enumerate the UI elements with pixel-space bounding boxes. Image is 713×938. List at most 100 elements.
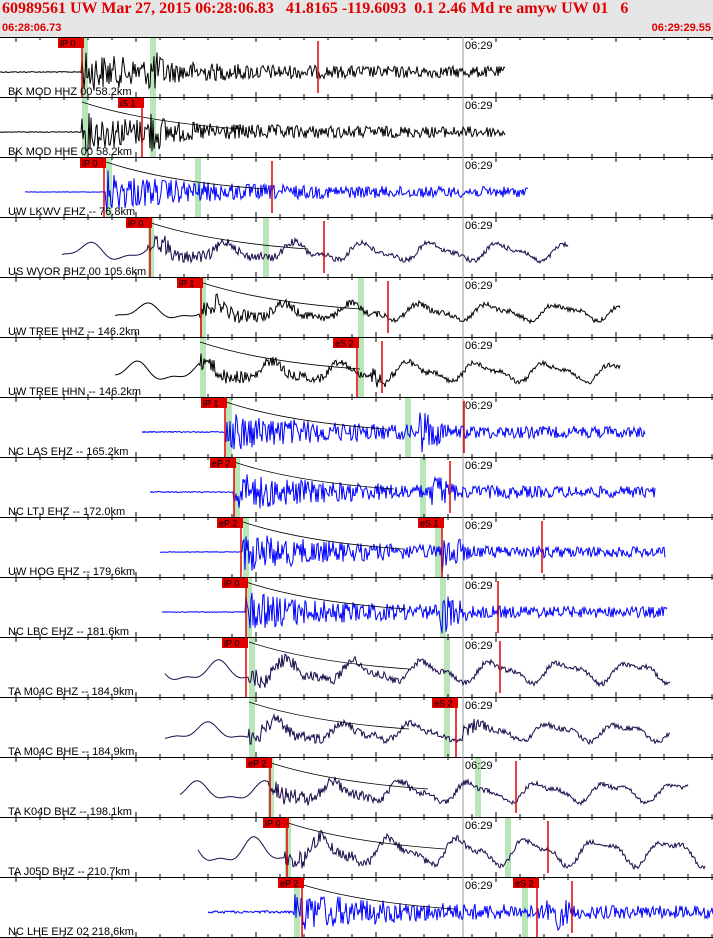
trace-row: 06:29 iP 0 US WVOR BHZ 00 105.6km: [0, 217, 713, 278]
travel-time-curve: [199, 341, 361, 370]
pick-label: eS 2: [434, 699, 453, 709]
time-window: [148, 217, 154, 277]
seismogram-panel: 06:29 iP 0 BK MOD HHZ 00 58.2km 06:29 iS 1 BK…: [0, 37, 713, 938]
station-label: UW HOG EHZ -- 179.6km: [8, 566, 135, 578]
time-window: [249, 637, 255, 697]
minute-label: 06:29: [465, 340, 493, 352]
station-label: NC LBC EHZ -- 181.6km: [8, 626, 129, 638]
pick-flag: [217, 518, 243, 528]
waveform: [114, 293, 621, 325]
travel-time-curve: [147, 221, 309, 250]
travel-time-curve: [105, 161, 267, 190]
pick-flag: [210, 458, 236, 468]
start-time: 06:28:06.73: [2, 22, 62, 34]
time-window: [505, 817, 511, 877]
minute-label: 06:29: [465, 820, 493, 832]
minute-label: 06:29: [465, 580, 493, 592]
travel-time-curve: [248, 701, 410, 730]
pick-flag: [80, 158, 106, 168]
end-time: 06:29:29.55: [651, 22, 711, 34]
minute-label: 06:29: [465, 460, 493, 472]
time-window: [246, 577, 252, 637]
pick-label: iP 0: [224, 639, 239, 649]
waveform: [114, 353, 621, 388]
pick-flag: [418, 518, 444, 528]
pick-flag: [126, 218, 152, 228]
station-label: TA K04D BHZ -- 198.1km: [8, 806, 132, 818]
minute-label: 06:29: [465, 40, 493, 52]
time-window: [358, 337, 364, 397]
station-label: NC LAS EHZ -- 165.2km: [8, 446, 128, 458]
time-window: [263, 217, 269, 277]
minute-label: 06:29: [465, 280, 493, 292]
time-window: [405, 397, 411, 457]
trace-row: 06:29 iP 0 TA J05D BHZ -- 210.7km: [0, 817, 713, 878]
waveform: [61, 234, 569, 264]
station-label: TA M04C BHE -- 184.9km: [8, 746, 134, 758]
pick-label: iP 0: [82, 159, 97, 169]
travel-time-curve: [81, 101, 243, 130]
minute-label: 06:29: [465, 880, 493, 892]
waveform: [197, 829, 706, 871]
trace-row: 06:29 iP 1 NC LAS EHZ -- 165.2km: [0, 397, 713, 458]
time-window: [444, 697, 450, 757]
pick-flag: [432, 698, 458, 708]
pick-label: eS 2: [515, 879, 534, 889]
station-label: TA M04C BHZ -- 184.9km: [8, 686, 134, 698]
trace-row: 06:29 eP 2 eS 1 UW HOG EHZ -- 179.6km: [0, 517, 713, 578]
pick-flag: [333, 338, 359, 348]
minute-label: 06:29: [465, 520, 493, 532]
waveform: [141, 412, 646, 453]
station-label: TA J05D BHZ -- 210.7km: [8, 866, 130, 878]
pick-label: eP 2: [248, 759, 266, 769]
pick-label: iP 1: [179, 279, 194, 289]
travel-time-curve: [233, 461, 395, 490]
pick-flag: [222, 638, 248, 648]
pick-label: eP 2: [212, 459, 230, 469]
pick-flag: [201, 398, 227, 408]
station-label: UW TREE HHZ -- 146.2km: [8, 326, 140, 338]
travel-time-curve: [199, 281, 361, 310]
station-label: UW TREE HHN -- 146.2km: [8, 386, 141, 398]
pick-label: iP 1: [203, 399, 218, 409]
station-label: UW LKWV EHZ -- 76.8km: [8, 206, 135, 218]
waveform: [164, 713, 671, 746]
waveform: [161, 592, 668, 634]
trace-row: 06:29 eP 2 NC LTJ EHZ -- 172.0km: [0, 457, 713, 518]
time-window: [82, 97, 88, 157]
travel-time-curve: [284, 821, 446, 850]
trace-row: 06:29 eP 2 TA K04D BHZ -- 198.1km: [0, 757, 713, 818]
station-label: BK MOD HHZ 00 58.2km: [8, 86, 131, 98]
waveform: [207, 894, 713, 932]
waveform: [160, 535, 666, 574]
station-label: NC LHE EHZ 02 218.6km: [8, 926, 134, 938]
waveform: [164, 653, 671, 689]
pick-flag: [58, 38, 84, 48]
time-window: [200, 277, 206, 337]
time-window: [249, 697, 255, 757]
trace-row: 06:29 iS 1 BK MOD HHE 00 58.2km: [0, 97, 713, 158]
pick-flag: [222, 578, 248, 588]
pick-label: iP 0: [128, 219, 143, 229]
pick-flag: [263, 818, 289, 828]
minute-label: 06:29: [465, 220, 493, 232]
time-window: [420, 457, 426, 517]
travel-time-curve: [293, 881, 455, 910]
trace-row: 06:29 iP 1 UW TREE HHZ -- 146.2km: [0, 277, 713, 338]
pick-flag: [118, 98, 144, 108]
minute-label: 06:29: [465, 760, 493, 772]
travel-time-curve: [225, 401, 387, 430]
minute-label: 06:29: [465, 700, 493, 712]
pick-label: iS 1: [120, 99, 136, 109]
time-window: [475, 757, 481, 817]
pick-label: eP 2: [219, 519, 237, 529]
time-window: [268, 757, 274, 817]
time-window: [522, 877, 528, 937]
waveform: [149, 474, 656, 509]
travel-time-curve: [267, 761, 429, 790]
travel-time-curve: [245, 581, 407, 610]
trace-row: 06:29 iP 0 TA M04C BHZ -- 184.9km: [0, 637, 713, 698]
waveform: [25, 170, 529, 211]
pick-label: eP 2: [280, 879, 298, 889]
waveform: [0, 52, 506, 91]
